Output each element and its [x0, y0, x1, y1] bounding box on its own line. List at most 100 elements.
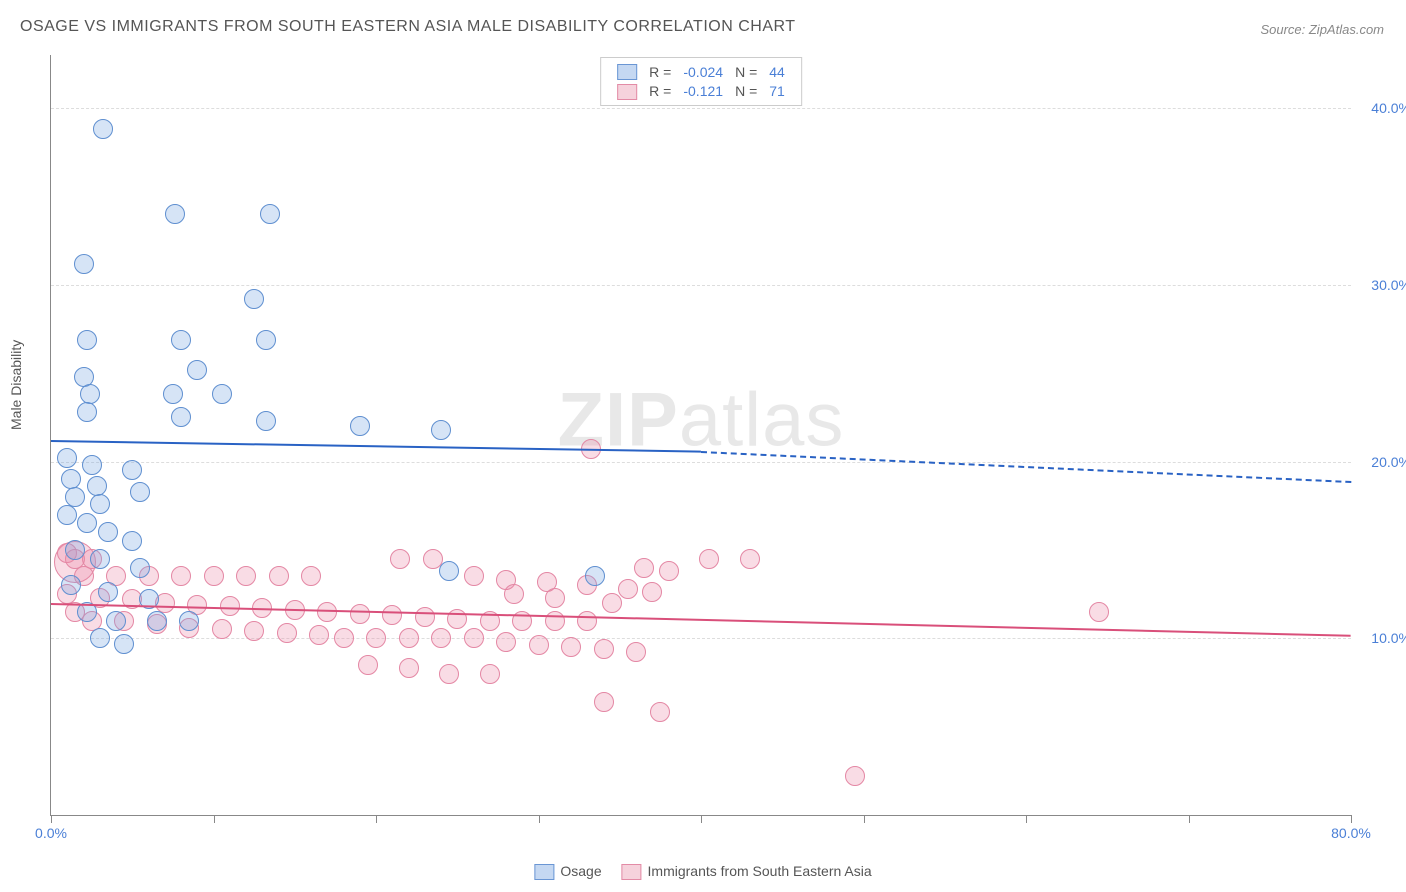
scatter-point-osage	[61, 575, 81, 595]
scatter-point-immigrants	[602, 593, 622, 613]
scatter-point-osage	[57, 448, 77, 468]
scatter-point-immigrants	[845, 766, 865, 786]
scatter-point-immigrants	[269, 566, 289, 586]
x-tick	[864, 815, 865, 823]
y-tick-label: 10.0%	[1356, 630, 1406, 646]
gridline	[51, 462, 1351, 463]
scatter-point-osage	[90, 549, 110, 569]
r-value-1: -0.024	[677, 62, 729, 81]
plot-area: ZIPatlas R = -0.024 N = 44 R = -0.121 N …	[50, 55, 1351, 816]
scatter-point-immigrants	[545, 611, 565, 631]
scatter-point-osage	[585, 566, 605, 586]
gridline	[51, 638, 1351, 639]
scatter-point-immigrants	[464, 566, 484, 586]
source-attribution: Source: ZipAtlas.com	[1260, 22, 1384, 37]
x-tick	[1351, 815, 1352, 823]
scatter-point-immigrants	[382, 605, 402, 625]
scatter-point-immigrants	[212, 619, 232, 639]
n-value-1: 44	[763, 62, 791, 81]
scatter-point-immigrants	[594, 639, 614, 659]
scatter-point-osage	[130, 482, 150, 502]
scatter-point-osage	[77, 513, 97, 533]
correlation-legend: R = -0.024 N = 44 R = -0.121 N = 71	[600, 57, 802, 106]
scatter-point-immigrants	[399, 658, 419, 678]
x-tick	[214, 815, 215, 823]
scatter-point-immigrants	[439, 664, 459, 684]
scatter-point-immigrants	[236, 566, 256, 586]
scatter-point-immigrants	[204, 566, 224, 586]
scatter-point-osage	[171, 407, 191, 427]
scatter-point-immigrants	[301, 566, 321, 586]
scatter-point-immigrants	[334, 628, 354, 648]
y-tick-label: 20.0%	[1356, 454, 1406, 470]
trendline-osage-extrapolated	[701, 451, 1351, 483]
scatter-point-immigrants	[659, 561, 679, 581]
scatter-point-osage	[77, 402, 97, 422]
chart-title: OSAGE VS IMMIGRANTS FROM SOUTH EASTERN A…	[20, 18, 796, 36]
scatter-point-immigrants	[634, 558, 654, 578]
scatter-point-osage	[439, 561, 459, 581]
y-tick-label: 30.0%	[1356, 277, 1406, 293]
scatter-point-immigrants	[496, 632, 516, 652]
x-tick-label: 80.0%	[1331, 825, 1371, 841]
scatter-point-immigrants	[529, 635, 549, 655]
scatter-point-immigrants	[642, 582, 662, 602]
scatter-point-immigrants	[399, 628, 419, 648]
scatter-point-immigrants	[561, 637, 581, 657]
scatter-point-immigrants	[545, 588, 565, 608]
y-tick-label: 40.0%	[1356, 100, 1406, 116]
scatter-point-immigrants	[415, 607, 435, 627]
scatter-point-osage	[431, 420, 451, 440]
scatter-point-osage	[98, 582, 118, 602]
y-axis-label: Male Disability	[8, 340, 24, 430]
scatter-point-osage	[65, 540, 85, 560]
scatter-point-immigrants	[171, 566, 191, 586]
scatter-point-osage	[256, 411, 276, 431]
scatter-point-osage	[256, 330, 276, 350]
scatter-point-osage	[179, 611, 199, 631]
scatter-point-osage	[90, 628, 110, 648]
scatter-point-osage	[77, 330, 97, 350]
scatter-point-immigrants	[699, 549, 719, 569]
series-legend: Osage Immigrants from South Eastern Asia	[526, 863, 879, 880]
scatter-point-immigrants	[594, 692, 614, 712]
legend-swatch-osage	[617, 64, 637, 80]
r-value-2: -0.121	[677, 81, 729, 100]
scatter-point-osage	[165, 204, 185, 224]
x-tick	[539, 815, 540, 823]
scatter-point-osage	[212, 384, 232, 404]
scatter-point-osage	[90, 494, 110, 514]
scatter-point-osage	[171, 330, 191, 350]
n-value-2: 71	[763, 81, 791, 100]
scatter-point-immigrants	[504, 584, 524, 604]
scatter-point-osage	[260, 204, 280, 224]
scatter-point-immigrants	[390, 549, 410, 569]
scatter-point-osage	[122, 531, 142, 551]
gridline	[51, 108, 1351, 109]
scatter-point-osage	[244, 289, 264, 309]
trendline-osage	[51, 440, 701, 453]
scatter-point-osage	[98, 522, 118, 542]
scatter-point-immigrants	[244, 621, 264, 641]
scatter-point-immigrants	[1089, 602, 1109, 622]
scatter-point-immigrants	[480, 664, 500, 684]
scatter-point-immigrants	[650, 702, 670, 722]
legend-label-osage: Osage	[560, 863, 601, 879]
scatter-point-immigrants	[464, 628, 484, 648]
x-tick	[1189, 815, 1190, 823]
scatter-point-osage	[80, 384, 100, 404]
scatter-point-immigrants	[577, 611, 597, 631]
scatter-point-osage	[147, 611, 167, 631]
scatter-point-osage	[350, 416, 370, 436]
scatter-point-immigrants	[309, 625, 329, 645]
x-tick-label: 0.0%	[35, 825, 67, 841]
scatter-point-immigrants	[358, 655, 378, 675]
scatter-point-immigrants	[618, 579, 638, 599]
scatter-point-immigrants	[431, 628, 451, 648]
scatter-point-immigrants	[626, 642, 646, 662]
scatter-point-osage	[74, 254, 94, 274]
x-tick	[1026, 815, 1027, 823]
scatter-point-immigrants	[366, 628, 386, 648]
scatter-point-osage	[187, 360, 207, 380]
scatter-point-osage	[122, 460, 142, 480]
